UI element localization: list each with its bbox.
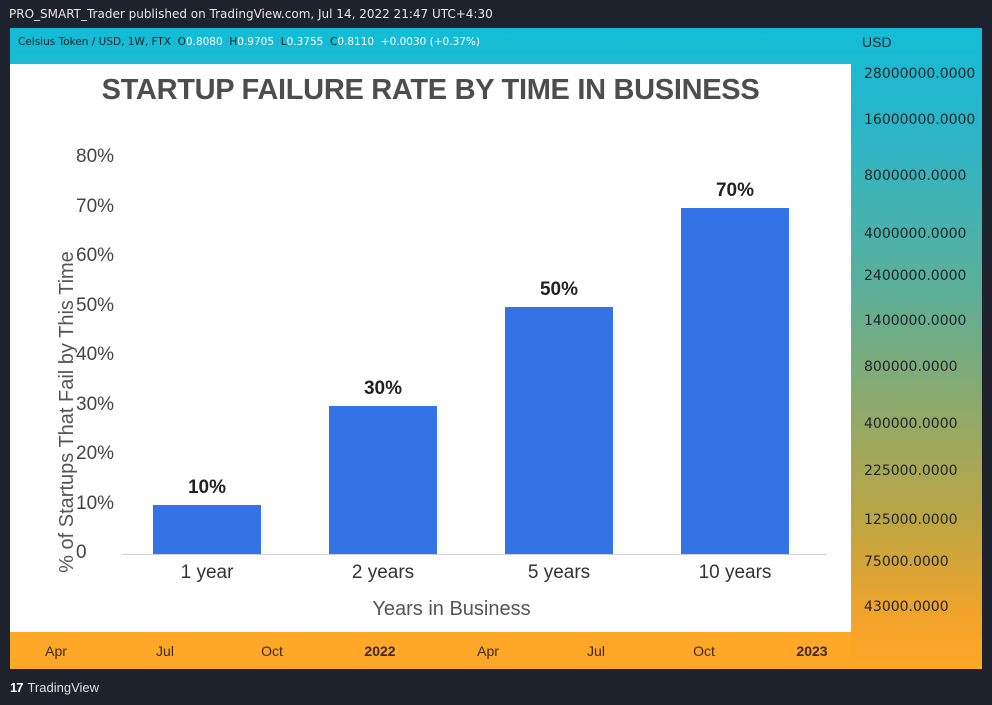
time-tick-label: Oct	[261, 643, 283, 659]
low-label: L	[280, 36, 287, 48]
x-tick-label: 1 year	[180, 562, 234, 583]
time-tick-label: Jul	[156, 643, 174, 659]
price-tick-label: 225000.0000	[864, 463, 958, 479]
price-tick-label: 1400000.0000	[864, 313, 967, 329]
high-value: 0.9705	[237, 36, 275, 48]
currency-label: USD	[862, 34, 892, 50]
time-tick-label: Jul	[587, 643, 605, 659]
close-label: C	[330, 36, 338, 48]
high-label: H	[229, 36, 238, 48]
y-tick-label: 80%	[76, 146, 115, 167]
close-value: 0.8110	[337, 36, 375, 48]
x-tick-label: 5 years	[527, 562, 591, 583]
open-value: 0.8080	[185, 36, 223, 48]
y-tick-label: 40%	[76, 344, 115, 365]
data-label: 50%	[539, 278, 579, 300]
ticker-info-bar: Celsius Token / USD, 1W, FTX O0.8080 H0.…	[10, 28, 851, 58]
bar	[505, 306, 613, 554]
data-label: 10%	[187, 476, 227, 498]
y-tick-label: 0	[76, 542, 87, 563]
time-axis[interactable]: Apr Jul Oct 2022 Apr Jul Oct 2023	[10, 632, 851, 669]
y-tick-label: 60%	[76, 245, 115, 266]
open-label: O	[177, 36, 186, 48]
x-axis-line	[122, 554, 826, 555]
y-tick-label: 20%	[76, 443, 115, 464]
time-tick-label: Apr	[45, 643, 67, 659]
tradingview-logo-icon: 17	[10, 679, 24, 695]
y-tick-label: 50%	[76, 294, 115, 316]
price-tick-label: 400000.0000	[864, 416, 958, 432]
time-tick-label: 2022	[364, 643, 396, 659]
change-value: +0.0030 (+0.37%)	[380, 36, 481, 48]
data-label: 70%	[715, 179, 755, 201]
price-tick-label: 125000.0000	[864, 512, 958, 528]
bar	[153, 504, 261, 554]
time-tick-label: Oct	[693, 643, 715, 659]
brand-label[interactable]: TradingView	[27, 679, 100, 695]
y-tick-label: 10%	[76, 492, 115, 514]
price-tick-label: 4000000.0000	[864, 226, 967, 242]
price-tick-label: 2400000.0000	[864, 268, 967, 284]
publish-info: PRO_SMART_Trader published on TradingVie…	[9, 7, 493, 21]
symbol-label[interactable]: Celsius Token / USD, 1W, FTX	[18, 36, 171, 48]
bar	[329, 405, 437, 554]
price-tick-label: 800000.0000	[864, 359, 958, 375]
data-label: 30%	[363, 377, 403, 399]
price-tick-label: 28000000.0000	[864, 66, 976, 82]
bar-chart-image: STARTUP FAILURE RATE BY TIME IN BUSINESS…	[10, 64, 851, 632]
price-tick-label: 8000000.0000	[864, 168, 967, 184]
low-value: 0.3755	[286, 36, 324, 48]
time-tick-label: Apr	[477, 643, 499, 659]
price-tick-label: 43000.0000	[864, 599, 949, 615]
chart-title: STARTUP FAILURE RATE BY TIME IN BUSINESS	[101, 74, 760, 106]
y-tick-label: 70%	[76, 195, 115, 217]
x-tick-label: 10 years	[698, 562, 772, 583]
x-axis-label: Years in Business	[372, 598, 531, 620]
y-tick-label: 30%	[76, 393, 115, 415]
price-tick-label: 16000000.0000	[864, 112, 976, 128]
footer: 17 TradingView	[10, 677, 99, 697]
price-tick-label: 75000.0000	[864, 554, 949, 570]
bar	[681, 207, 789, 554]
x-tick-label: 2 years	[351, 562, 415, 583]
time-tick-label: 2023	[796, 643, 828, 659]
